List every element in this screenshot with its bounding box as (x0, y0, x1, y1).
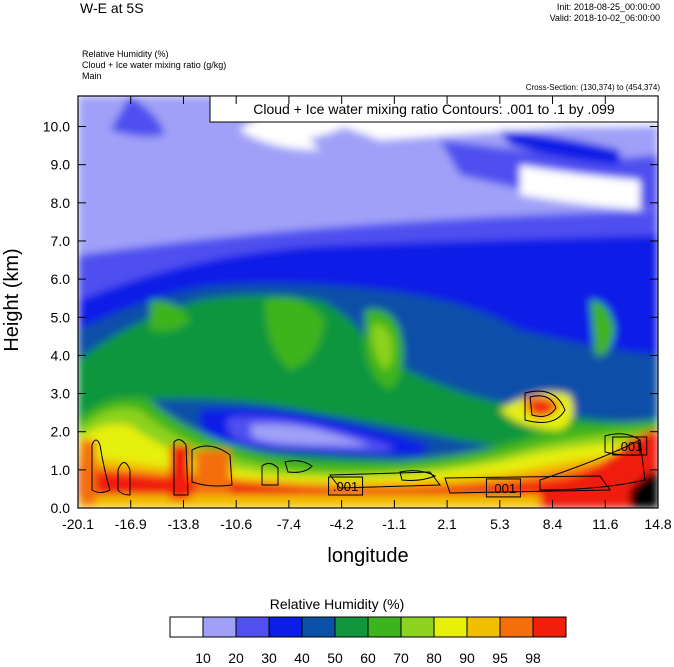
contour-label: .001 (333, 479, 358, 494)
y-tick-label: 7.0 (51, 233, 71, 249)
colorbar-title: Relative Humidity (%) (269, 596, 405, 612)
x-tick-label: -16.9 (115, 516, 147, 532)
colorbar-swatch (202, 616, 237, 638)
colorbar-swatch (268, 616, 303, 638)
contour-label-box (612, 436, 648, 456)
colorbar-swatch (334, 616, 369, 638)
colorbar-label: 60 (360, 650, 376, 666)
colorbar-label: 50 (327, 650, 343, 666)
y-axis-label: Height (km) (1, 248, 23, 351)
colorbar-label: 10 (195, 650, 211, 666)
contour-note: Cloud + Ice water mixing ratio Contours:… (253, 101, 615, 117)
contour-label-box (328, 476, 364, 496)
colorbar: 10 20 30 40 50 60 70 80 90 95 98 (169, 616, 567, 666)
x-tick-label: 5.3 (490, 516, 510, 532)
contour-label: .001 (491, 481, 516, 496)
colorbar-swatch (169, 616, 204, 638)
colorbar-swatch (433, 616, 468, 638)
contour-label-box (485, 478, 521, 498)
contour-note-box (209, 95, 659, 123)
field-label-domain: Main (82, 71, 102, 81)
x-tick-label: -10.6 (220, 516, 252, 532)
x-tick-label: 8.4 (543, 516, 563, 532)
x-tick-label: -20.1 (62, 516, 94, 532)
x-tick-label: -13.8 (167, 516, 199, 532)
y-tick-label: 5.0 (51, 309, 71, 325)
contour-labels: .001 .001 .001 (328, 436, 648, 498)
x-tick-label: 11.6 (592, 516, 618, 532)
colorbar-label: 40 (294, 650, 310, 666)
cross-section-label: Cross-Section: (130,374) to (454,374) (525, 83, 660, 92)
x-tick-label: -7.4 (277, 516, 301, 532)
y-tick-label: 1.0 (51, 462, 71, 478)
x-tick-label: 14.8 (644, 516, 671, 532)
y-tick-label: 0.0 (51, 500, 71, 516)
colorbar-swatch (400, 616, 435, 638)
x-tick-label: -1.1 (382, 516, 406, 532)
valid-time: Valid: 2018-10-02_06:00:00 (549, 13, 660, 23)
x-tick-label: -4.2 (330, 516, 354, 532)
y-tick-label: 3.0 (51, 386, 71, 402)
y-tick-label: 8.0 (51, 195, 71, 211)
colorbar-swatch (367, 616, 402, 638)
init-time: Init: 2018-08-25_00:00:00 (556, 2, 660, 12)
y-tick-label: 6.0 (51, 271, 71, 287)
humidity-field (78, 96, 658, 508)
field-label-rh: Relative Humidity (%) (82, 49, 169, 59)
colorbar-label: 30 (261, 650, 277, 666)
y-tick-label: 10.0 (43, 119, 70, 135)
contour-label: .001 (617, 439, 642, 454)
colorbar-swatch (499, 616, 534, 638)
colorbar-swatch (532, 616, 567, 638)
y-tick-label: 9.0 (51, 157, 71, 173)
field-label-mixing-ratio: Cloud + Ice water mixing ratio (g/kg) (82, 60, 227, 70)
colorbar-label: 80 (426, 650, 442, 666)
mixing-ratio-contours (91, 390, 646, 496)
colorbar-swatch (466, 616, 501, 638)
x-axis-label: longitude (327, 545, 408, 567)
colorbar-label: 90 (459, 650, 475, 666)
colorbar-label: 70 (393, 650, 409, 666)
chart-title: W-E at 5S (80, 0, 144, 16)
colorbar-label: 20 (228, 650, 244, 666)
colorbar-label: 95 (492, 650, 508, 666)
x-tick-label: 2.1 (437, 516, 457, 532)
axes: -20.1 -16.9 -13.8 -10.6 -7.4 -4.2 -1.1 2.1 5.3 8.… (43, 96, 672, 532)
colorbar-label: 98 (525, 650, 541, 666)
colorbar-swatch (235, 616, 270, 638)
y-tick-label: 2.0 (51, 424, 71, 440)
y-tick-label: 4.0 (51, 347, 71, 363)
colorbar-swatch (301, 616, 336, 638)
